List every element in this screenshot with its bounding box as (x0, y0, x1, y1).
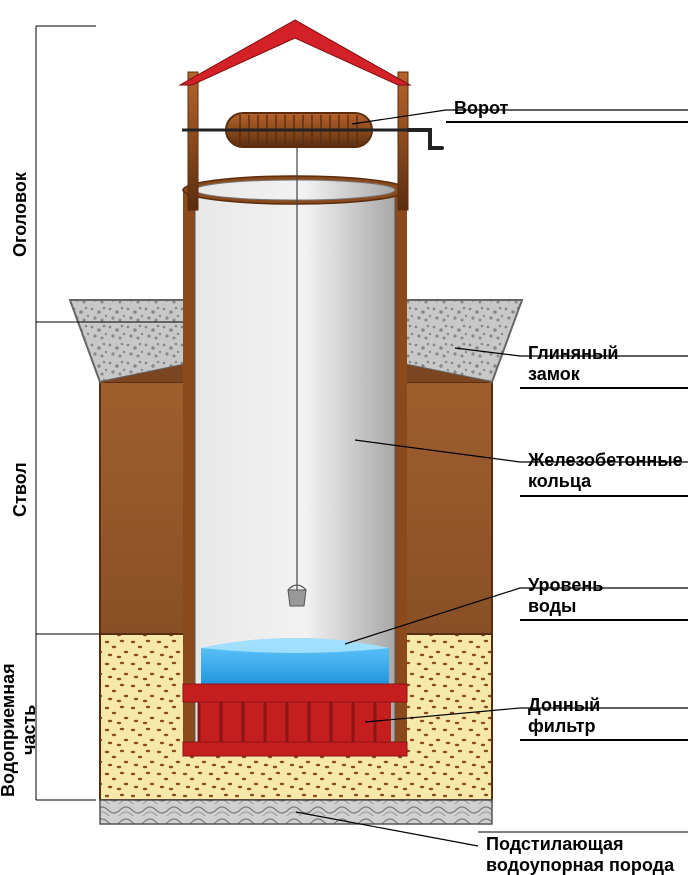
post-right (398, 72, 408, 210)
bucket (288, 590, 306, 606)
section-head: Оголовок (10, 130, 31, 300)
well-diagram (0, 0, 700, 874)
bottom-filter (199, 702, 391, 742)
label-rings: Железобетонные кольца (528, 450, 683, 491)
roof (180, 20, 410, 85)
crank-handle (408, 130, 442, 148)
post-left (188, 72, 198, 210)
section-intake: Водоприемная часть (0, 640, 40, 820)
label-vorot: Ворот (454, 98, 508, 119)
label-bottom-filter: Донный фильтр (528, 695, 600, 736)
casing-left (183, 190, 195, 742)
section-trunk: Ствол (10, 430, 31, 550)
casing-right (395, 190, 407, 742)
label-water-level: Уровень воды (528, 575, 603, 616)
label-clay-lock: Глиняный замок (528, 343, 619, 384)
label-bedrock: Подстилающая водоупорная порода (486, 834, 674, 875)
